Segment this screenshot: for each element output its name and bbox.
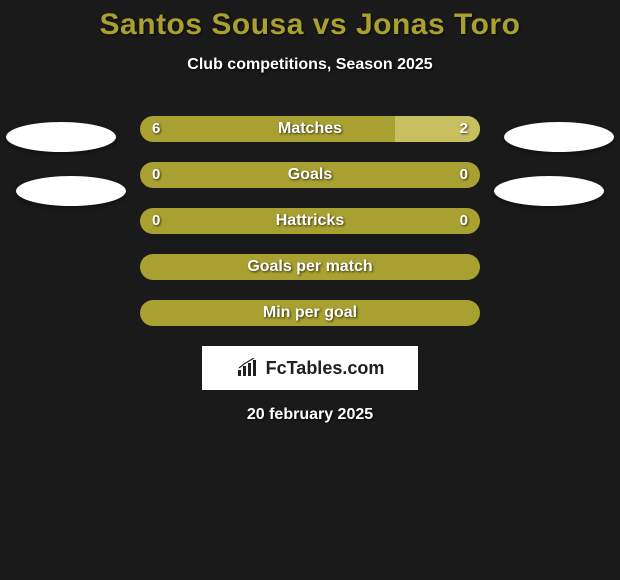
- stat-row-min-per-goal: Min per goal: [0, 300, 620, 326]
- page-title: Santos Sousa vs Jonas Toro: [0, 8, 620, 42]
- stat-row-hattricks: 0 Hattricks 0: [0, 208, 620, 234]
- avatar-placeholder: [16, 176, 126, 206]
- value-left: 0: [152, 162, 160, 188]
- avatar-placeholder: [504, 122, 614, 152]
- subtitle: Club competitions, Season 2025: [0, 56, 620, 74]
- value-right: 2: [460, 116, 468, 142]
- bar-track: [140, 208, 480, 234]
- bar-track: [140, 300, 480, 326]
- bar-track: [140, 254, 480, 280]
- stat-row-goals-per-match: Goals per match: [0, 254, 620, 280]
- bar-track: [140, 162, 480, 188]
- value-right: 0: [460, 208, 468, 234]
- value-left: 0: [152, 208, 160, 234]
- avatar-placeholder: [6, 122, 116, 152]
- avatar-placeholder: [494, 176, 604, 206]
- value-left: 6: [152, 116, 160, 142]
- comparison-panel: Santos Sousa vs Jonas Toro Club competit…: [0, 0, 620, 424]
- value-right: 0: [460, 162, 468, 188]
- date-label: 20 february 2025: [0, 406, 620, 424]
- chart-icon: [236, 358, 260, 378]
- bar-track: [140, 116, 480, 142]
- branding-text: FcTables.com: [266, 358, 385, 379]
- branding-panel: FcTables.com: [202, 346, 418, 390]
